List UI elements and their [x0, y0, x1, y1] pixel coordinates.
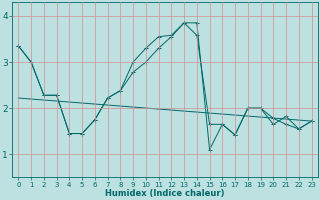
X-axis label: Humidex (Indice chaleur): Humidex (Indice chaleur): [105, 189, 225, 198]
